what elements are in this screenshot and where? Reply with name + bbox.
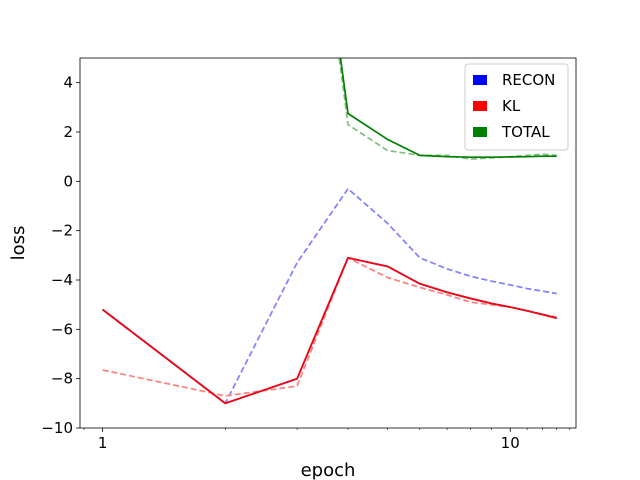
y-tick-label: −6 (51, 320, 73, 338)
legend-swatch-kl (473, 101, 487, 111)
y-tick-label: −2 (51, 222, 73, 240)
y-tick-label: 0 (63, 172, 73, 190)
tick-layer: 4 2 0 −2 −4 −6 −8 −10 1 10 (41, 74, 571, 452)
legend-swatch-total (473, 127, 487, 137)
y-tick-label: 4 (63, 74, 73, 92)
series-line-recon-solid (102, 256, 557, 405)
legend-label-total: TOTAL (501, 123, 550, 141)
y-axis-label: loss (8, 226, 29, 261)
series-line-kl-solid (102, 256, 557, 405)
legend-frame (464, 63, 569, 151)
series-line-total-solid (339, 58, 557, 159)
legend-label-kl: KL (502, 97, 521, 115)
series-line-kl-dashed (102, 256, 557, 397)
x-tick-label: 1 (98, 434, 108, 452)
legend-swatch-recon (473, 75, 487, 85)
y-tick-label: −10 (41, 419, 73, 437)
y-tick-label: −8 (51, 370, 73, 388)
y-tick-label: −4 (51, 271, 73, 289)
x-axis-label: epoch (301, 460, 356, 480)
legend-label-recon: RECON (502, 71, 555, 89)
x-tick-label: 10 (501, 434, 520, 452)
legend: RECON KL TOTAL (464, 63, 569, 151)
series-line-recon-dashed (102, 187, 557, 405)
y-tick-label: 2 (63, 123, 73, 141)
series-layer (102, 58, 557, 405)
plot-area-frame (79, 57, 577, 429)
